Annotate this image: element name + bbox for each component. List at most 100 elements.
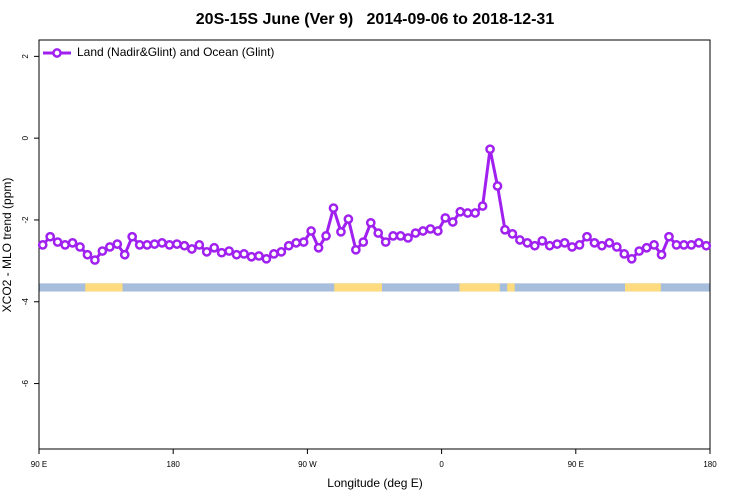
data-point [134,240,145,250]
data-point [172,239,182,249]
y-tick-label: -6 [21,379,30,387]
data-point [492,181,503,191]
data-point [626,253,637,264]
data-point [343,214,354,224]
data-point [186,244,197,254]
data-point [336,226,346,237]
data-point [224,246,234,256]
data-point [313,242,324,253]
data-point [157,238,167,248]
data-point [611,242,622,252]
data-point [104,242,115,252]
data-point [425,224,436,234]
data-point [470,208,480,218]
chart-title: 20S-15S June (Ver 9) 2014-09-06 to 2018-… [196,11,555,28]
data-point [97,246,108,256]
data-point [90,255,100,265]
data-point [664,231,674,242]
data-point [500,224,510,235]
data-point [574,240,585,250]
legend-label: Land (Nadir&Glint) and Ocean (Glint) [77,45,274,59]
data-point [693,238,704,248]
data-point [388,231,398,241]
data-point [544,240,555,251]
x-tick-label: 90 E [568,460,584,469]
data-point [283,240,294,251]
x-axis-label: Longitude (deg E) [327,476,422,490]
data-point [462,208,473,218]
data-point [298,237,309,247]
data-point [679,240,689,250]
data-point [60,240,70,250]
data-point [373,228,384,238]
data-point [179,240,190,251]
data-point [201,247,212,257]
data-point [485,144,495,155]
y-tick-label: -4 [21,298,30,306]
data-point [529,240,540,251]
data-point [306,226,316,236]
data-point [231,249,242,260]
data-point [418,226,428,236]
data-point [328,203,339,213]
data-point [641,242,652,253]
data-point [112,239,123,249]
data-point [559,238,570,248]
x-tick-label: 90 W [298,460,317,469]
y-tick-label: -2 [21,216,30,224]
legend-marker [52,48,62,58]
data-point [142,240,152,250]
data-point [164,240,175,250]
data-point [477,201,488,211]
data-point [149,239,160,249]
data-point [358,237,369,247]
data-point [194,240,205,250]
data-point [351,244,361,255]
data-point [433,226,443,236]
data-point [321,231,331,241]
data-point [582,231,592,242]
data-point [254,251,264,261]
data-point [634,246,645,256]
x-tick-label: 90 E [31,460,47,469]
data-point [597,240,607,251]
data-point [239,249,249,259]
data-point [515,235,525,245]
data-point [269,249,279,259]
x-tick-label: 180 [167,460,181,469]
data-point [656,249,667,260]
data-point [380,237,391,247]
data-point [127,231,138,242]
land-segment [334,283,382,292]
data-point [671,240,682,250]
land-segment [459,283,500,292]
data-point [455,206,466,217]
data-point [403,233,413,243]
data-point [37,240,48,250]
data-point [276,247,287,257]
data-point [567,242,577,252]
y-tick-label: 0 [21,135,30,140]
data-point [589,238,600,248]
data-point [440,213,451,223]
data-point [82,249,93,260]
data-point [619,249,630,259]
data-point [410,228,421,238]
data-point [507,229,518,239]
x-tick-label: 0 [439,460,444,469]
data-point [447,217,458,227]
land-segment [507,283,515,292]
data-point [209,242,220,253]
data-point [701,240,712,251]
data-point [649,240,659,250]
land-segment [85,283,123,292]
data-point [67,238,78,248]
data-point [119,249,130,260]
data-point [45,231,56,242]
data-point [537,235,548,246]
data-point [246,251,257,262]
data-point [395,231,406,241]
data-point [522,238,533,248]
land-segment [625,283,661,292]
